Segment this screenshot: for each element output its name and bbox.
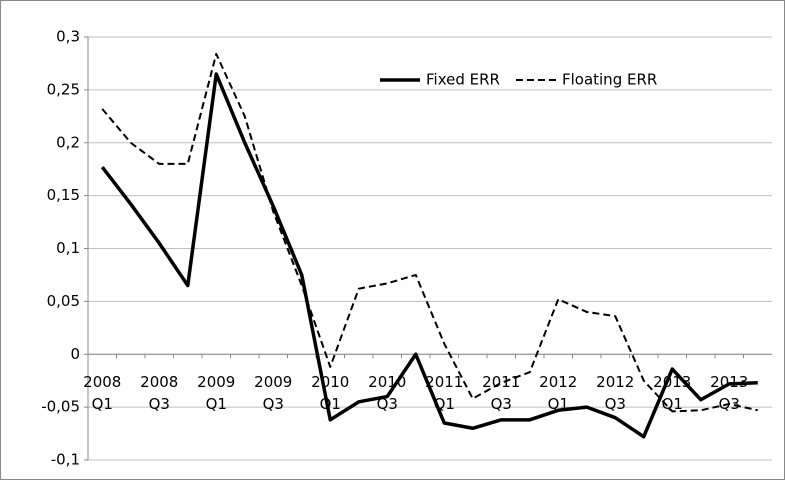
y-tick-label: 0 <box>70 345 80 363</box>
y-tick-label: 0,15 <box>47 186 80 204</box>
x-tick-label: 2010 Q1 <box>311 373 350 414</box>
y-tick-label: -0,05 <box>41 398 80 416</box>
x-tick-label: 2011 Q1 <box>425 373 464 414</box>
y-tick-label: 0,2 <box>56 133 80 151</box>
x-tick-label: 2012 Q1 <box>539 373 578 414</box>
y-tick-label: 0,3 <box>56 28 80 46</box>
y-tick-label: -0,1 <box>51 451 80 469</box>
x-tick-label: 2013 Q1 <box>653 373 692 414</box>
series-line <box>100 72 758 439</box>
y-tick-label: 0,05 <box>47 292 80 310</box>
x-tick-label: 2013 Q3 <box>710 373 749 414</box>
legend-label: Floating ERR <box>562 71 657 89</box>
legend-label: Fixed ERR <box>426 71 500 89</box>
x-tick-label: 2012 Q3 <box>596 373 635 414</box>
x-tick-label: 2009 Q3 <box>254 373 293 414</box>
series-line <box>101 52 758 413</box>
x-tick-label: 2010 Q3 <box>368 373 407 414</box>
x-tick-label: 2009 Q1 <box>197 373 236 414</box>
y-tick-label: 0,25 <box>47 80 80 98</box>
x-tick-label: 2008 Q1 <box>83 373 122 414</box>
x-tick-label: 2011 Q3 <box>482 373 521 414</box>
x-tick-label: 2008 Q3 <box>140 373 179 414</box>
y-tick-label: 0,1 <box>56 239 80 257</box>
